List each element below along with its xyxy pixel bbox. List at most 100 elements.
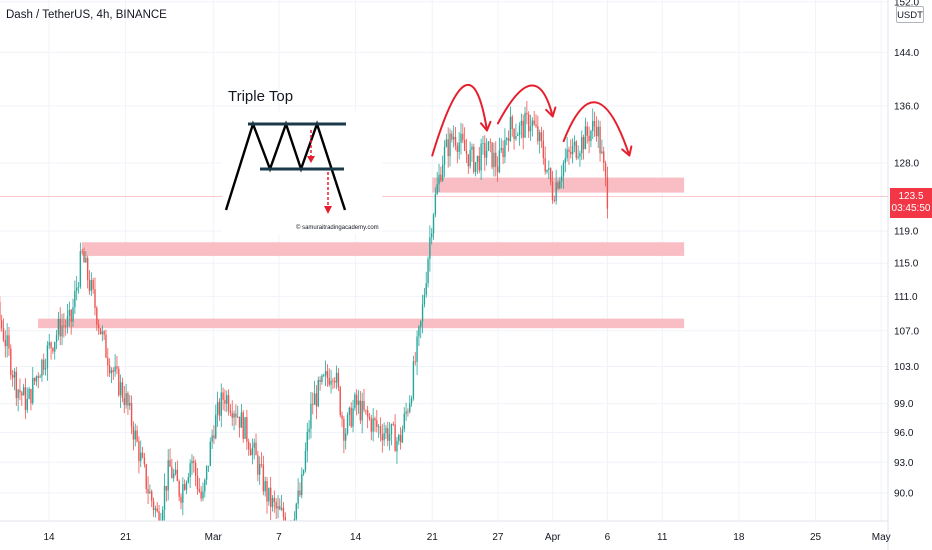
candle-body — [421, 304, 424, 322]
candle-body — [495, 152, 497, 167]
candle-body — [24, 387, 27, 410]
candle-body — [560, 176, 563, 182]
price-tick-label: 115.0 — [894, 259, 919, 270]
candle-body — [357, 400, 360, 405]
candle-body — [524, 112, 526, 138]
candle-body — [432, 214, 435, 234]
candle-body — [202, 491, 204, 499]
candle-body — [37, 376, 39, 378]
candle-body — [339, 387, 341, 416]
candle-body — [348, 407, 351, 416]
candle-body — [555, 182, 557, 201]
candle-body — [138, 441, 140, 462]
candle-body — [262, 464, 265, 492]
candle-body — [0, 320, 3, 329]
triple-top-diagram — [222, 112, 382, 234]
candle-body — [330, 380, 332, 385]
candle-body — [176, 469, 179, 481]
candle-body — [462, 133, 464, 141]
candle-body — [189, 463, 191, 478]
candle-body — [97, 324, 100, 329]
candle-body — [542, 140, 545, 159]
candle-body — [474, 162, 477, 172]
candle-body — [485, 150, 488, 158]
price-tick-label: 152.0 — [894, 0, 919, 8]
candle-body — [136, 430, 138, 442]
candle-body — [277, 506, 279, 509]
candle-body — [105, 334, 107, 358]
candle-body — [354, 394, 356, 409]
candle-body — [273, 497, 276, 503]
candle-body — [467, 154, 470, 167]
time-tick-label: 11 — [657, 532, 668, 543]
candle-body — [151, 491, 153, 501]
candle-body — [39, 376, 41, 378]
candle-body — [171, 466, 173, 478]
candle-body — [425, 283, 427, 295]
candle-body — [323, 375, 325, 377]
candle-body — [180, 496, 182, 503]
price-tick-label: 103.0 — [894, 362, 919, 373]
candle-body — [533, 120, 535, 125]
candle-body — [601, 151, 603, 154]
candle-body — [143, 457, 146, 465]
candle-body — [518, 125, 521, 136]
candle-body — [185, 482, 188, 490]
candle-body — [140, 452, 142, 462]
time-axis-labels: 14 21 Mar 7 14 21 27 Apr 6 11 18 25 May — [43, 532, 890, 543]
candle-body — [282, 507, 285, 518]
candle-body — [370, 418, 373, 432]
candle-body — [595, 126, 598, 137]
time-tick-label: 14 — [350, 532, 362, 543]
candle-body — [99, 328, 102, 335]
candle-body — [549, 168, 552, 182]
candle-body — [299, 490, 301, 496]
time-tick-label: 6 — [605, 532, 611, 543]
candle-body — [493, 152, 495, 168]
candle-body — [310, 403, 312, 429]
candle-body — [134, 430, 136, 440]
candle-body — [436, 184, 438, 194]
candle-body — [480, 143, 482, 171]
candle-body — [538, 132, 541, 142]
candle-body — [264, 481, 266, 492]
candle-body — [2, 328, 5, 341]
candle-body — [215, 414, 217, 439]
candle-body — [416, 336, 418, 362]
candle-body — [368, 416, 371, 419]
candle-body — [308, 428, 310, 433]
candle-body — [55, 334, 58, 343]
candle-body — [528, 114, 530, 132]
price-tick-label: 90.0 — [894, 489, 914, 500]
candle-body — [6, 335, 8, 347]
candle-body — [496, 166, 499, 173]
candle-body — [112, 370, 114, 372]
candle-body — [191, 460, 193, 464]
candle-body — [204, 479, 206, 492]
current-price-value: 123.5 — [898, 191, 924, 202]
currency-unit-button[interactable]: USDT — [896, 6, 924, 23]
candle-body — [72, 307, 74, 322]
candle-body — [54, 342, 56, 352]
candle-body — [319, 379, 321, 382]
candle-body — [304, 450, 307, 471]
candle-body — [238, 416, 241, 428]
triple-top-annotations — [431, 83, 633, 157]
inset-credit: © samuraitradingacademy.com — [296, 225, 379, 231]
candle-body — [92, 280, 94, 290]
candle-body — [544, 158, 546, 172]
candle-body — [451, 133, 453, 140]
price-tick-label: 93.0 — [894, 458, 914, 469]
candle-body — [593, 121, 596, 127]
candle-body — [581, 136, 583, 154]
inset-title: Triple Top — [228, 88, 294, 105]
candle-body — [249, 449, 252, 456]
arc-arrow-head — [621, 145, 633, 157]
candle-body — [460, 133, 462, 143]
candle-body — [355, 394, 358, 405]
candle-body — [449, 133, 451, 157]
candle-body — [77, 286, 80, 288]
price-tick-label: 119.0 — [894, 227, 919, 238]
candle-body — [405, 411, 407, 414]
